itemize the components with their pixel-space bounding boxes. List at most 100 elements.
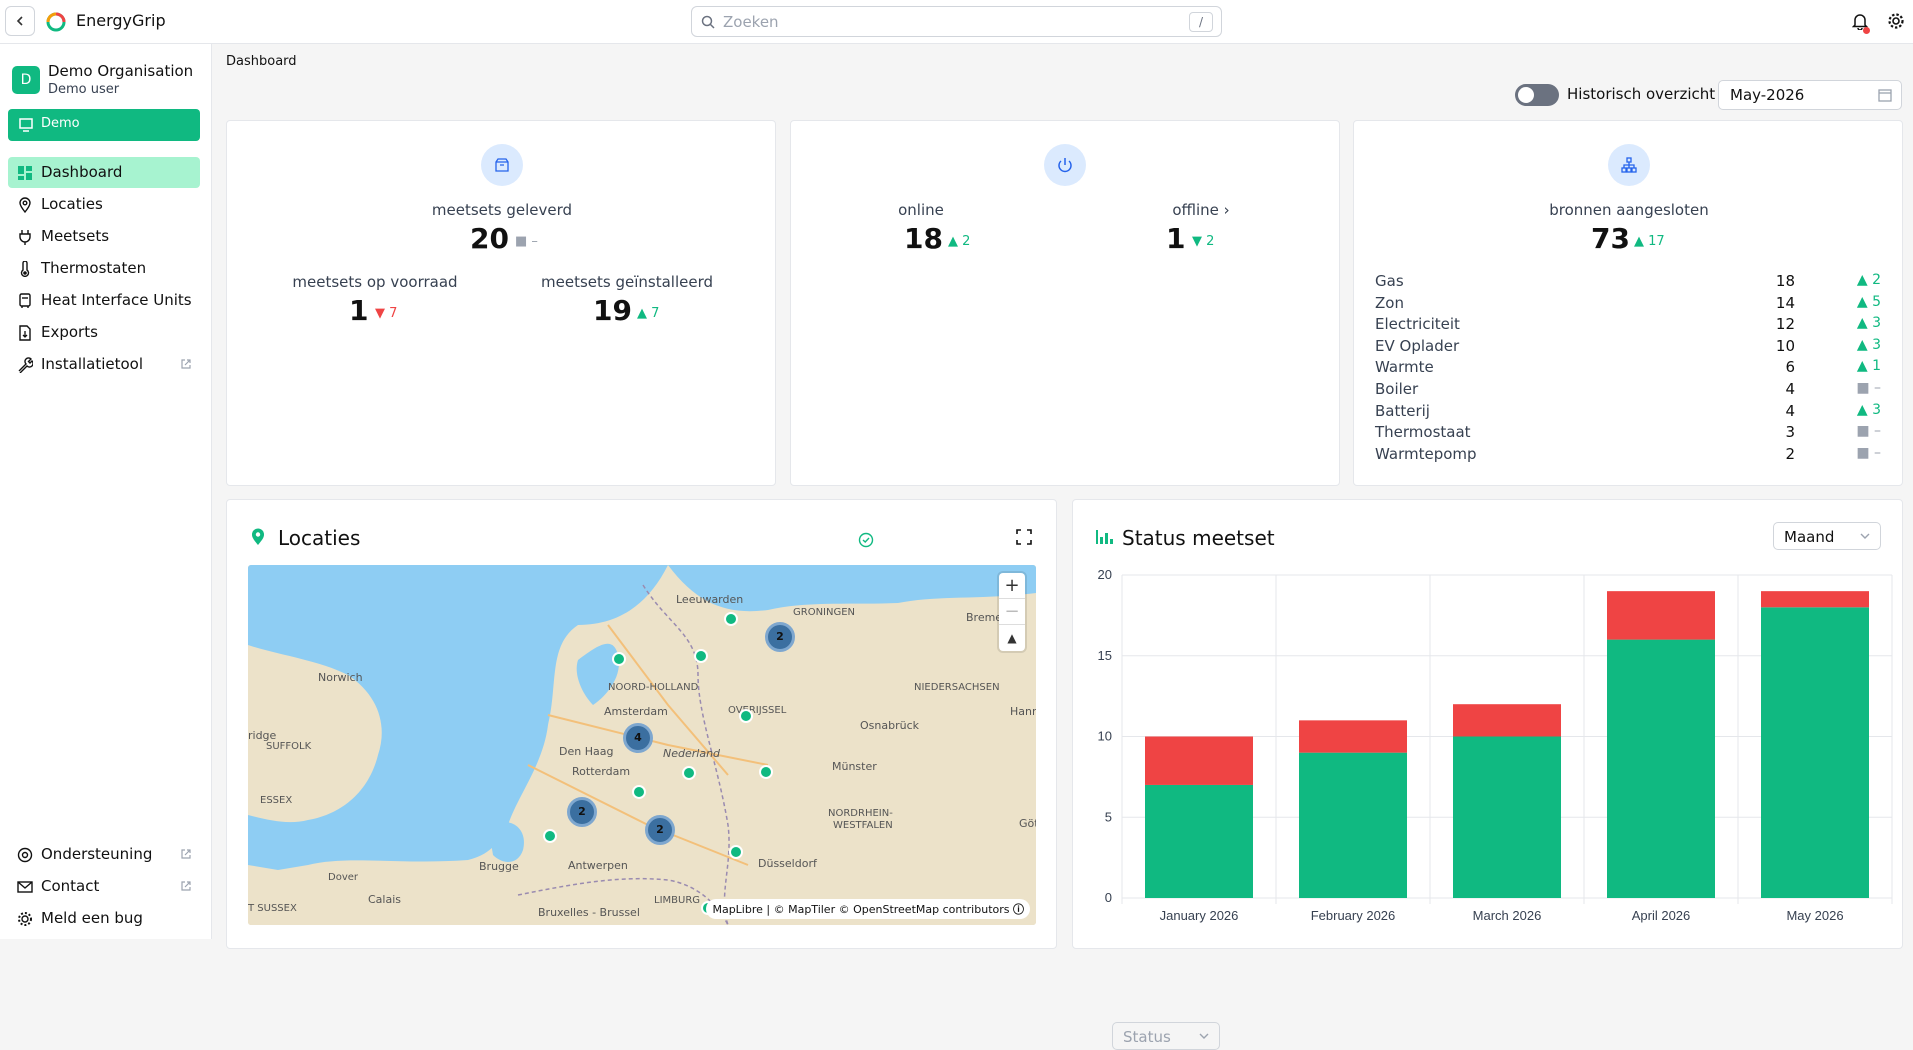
sources-label: bronnen aangesloten — [1549, 201, 1709, 219]
hiu-icon — [19, 293, 31, 308]
sidebar-item-contact[interactable]: Contact — [8, 871, 200, 902]
locaties-title: Locaties — [278, 526, 361, 550]
y-tick-label: 0 — [1105, 890, 1112, 905]
sidebar: D Demo Organisation Demo user Demo Dashb… — [0, 44, 212, 939]
map-label: Antwerpen — [568, 859, 628, 872]
map-pin-icon — [19, 197, 31, 213]
offline-link[interactable]: offline › — [1172, 201, 1230, 219]
stock-delta: ▼ 7 — [375, 306, 398, 321]
map-label: Bremen — [966, 611, 1010, 624]
x-tick-label: January 2026 — [1160, 908, 1239, 923]
status-select[interactable]: Status — [1112, 1022, 1220, 1050]
bug-icon — [18, 912, 32, 926]
search-input[interactable]: Zoeken / — [691, 6, 1222, 37]
demo-button[interactable]: Demo — [8, 109, 200, 141]
sidebar-item-locaties[interactable]: Locaties — [8, 189, 200, 220]
period-select[interactable]: Maand — [1773, 522, 1881, 550]
settings-button[interactable] — [1887, 12, 1905, 34]
source-name: Gas — [1375, 272, 1404, 290]
sidebar-item-label: Exports — [41, 323, 98, 341]
source-row: Electriciteit 12 ▲ 3 — [1375, 315, 1881, 336]
org-avatar[interactable]: D — [12, 66, 40, 94]
location-marker[interactable] — [632, 785, 646, 799]
sidebar-item-meld-een-bug[interactable]: Meld een bug — [8, 903, 200, 934]
zoom-in-button[interactable]: + — [999, 573, 1025, 599]
month-picker[interactable]: May-2026 — [1718, 80, 1902, 110]
sources-total: 73 — [1591, 222, 1630, 255]
app-name: EnergyGrip — [76, 11, 166, 30]
offline-value: 1 — [1166, 222, 1186, 255]
sidebar-item-dashboard[interactable]: Dashboard — [8, 157, 200, 188]
location-marker[interactable] — [612, 652, 626, 666]
map-label: Münster — [832, 760, 877, 773]
offline-delta: ▼ 2 — [1192, 234, 1215, 249]
sidebar-item-exports[interactable]: Exports — [8, 317, 200, 348]
source-name: Batterij — [1375, 401, 1430, 420]
location-cluster[interactable]: 4 — [623, 723, 653, 753]
location-cluster[interactable]: 2 — [567, 797, 597, 827]
source-delta: ■ – — [1856, 380, 1881, 396]
map-label: WESTFALEN — [833, 820, 893, 831]
location-cluster[interactable]: 2 — [645, 815, 675, 845]
source-row: Gas 18 ▲ 2 — [1375, 272, 1881, 293]
map-label: Rotterdam — [572, 765, 631, 778]
location-marker[interactable] — [682, 766, 696, 780]
sidebar-item-installatietool[interactable]: Installatietool — [8, 349, 200, 380]
bar-online — [1761, 607, 1869, 898]
sidebar-item-thermostaten[interactable]: Thermostaten — [8, 253, 200, 284]
source-delta: ▲ 3 — [1856, 315, 1881, 332]
location-marker[interactable] — [724, 612, 738, 626]
sidebar-item-meetsets[interactable]: Meetsets — [8, 221, 200, 252]
y-tick-label: 10 — [1098, 729, 1112, 744]
map-label: GRONINGEN — [793, 607, 856, 618]
external-link-icon — [181, 881, 191, 891]
chevron-down-icon — [1860, 533, 1870, 539]
compass-button[interactable]: ▲ — [1007, 631, 1017, 645]
bar-online — [1607, 639, 1715, 898]
notifications-button[interactable] — [1851, 12, 1870, 34]
sitemap-icon-circle — [1608, 144, 1650, 186]
location-marker[interactable] — [729, 845, 743, 859]
map-label: Brugge — [479, 860, 519, 873]
zoom-out-button[interactable]: − — [999, 599, 1025, 625]
sidebar-item-heat-interface-units[interactable]: Heat Interface Units — [8, 285, 200, 316]
top-bar: EnergyGrip Zoeken / — [0, 0, 1913, 44]
source-name: Warmte — [1375, 358, 1434, 377]
sidebar-item-label: Ondersteuning — [41, 845, 153, 863]
map-label: NORDRHEIN- — [828, 808, 893, 819]
org-name[interactable]: Demo Organisation — [48, 62, 194, 80]
toggle-knob — [1518, 87, 1534, 103]
sidebar-item-ondersteuning[interactable]: Ondersteuning — [8, 839, 200, 870]
external-link-icon — [181, 849, 191, 859]
source-count: 14 — [1775, 293, 1795, 312]
calendar-icon — [1878, 89, 1892, 102]
map-controls: + − ▲ — [999, 573, 1025, 651]
location-marker[interactable] — [694, 649, 708, 663]
bar-offline — [1453, 704, 1561, 737]
back-button[interactable] — [5, 6, 35, 36]
status-chart: 0 5 10 15 20 January 2026 February 2026 March 2… — [1098, 567, 1893, 923]
source-row: EV Oplader 10 ▲ 3 — [1375, 337, 1881, 358]
sidebar-item-label: Locaties — [41, 195, 103, 213]
source-row: Thermostaat 3 ■ – — [1375, 423, 1881, 444]
source-count: 10 — [1775, 336, 1795, 355]
org-user: Demo user — [48, 82, 120, 97]
map-label: Göt — [1019, 817, 1036, 830]
map-label: ridge — [248, 729, 277, 742]
card-meetsets: meetsets geleverd 20 ■ – meetsets op voo… — [226, 120, 776, 486]
locations-map[interactable]: Leeuwarden GRONINGEN Bremen Norwich NOOR… — [248, 565, 1036, 925]
location-marker[interactable] — [759, 765, 773, 779]
source-count: 18 — [1775, 272, 1795, 290]
map-label: Leeuwarden — [676, 593, 744, 606]
location-marker[interactable] — [543, 829, 557, 843]
location-cluster[interactable]: 2 — [765, 622, 795, 652]
historic-toggle[interactable] — [1515, 84, 1559, 106]
info-icon[interactable]: ⓘ — [1013, 903, 1024, 916]
y-tick-label: 20 — [1098, 567, 1112, 582]
location-marker[interactable] — [739, 709, 753, 723]
source-name: Electriciteit — [1375, 315, 1460, 334]
fullscreen-icon[interactable] — [1015, 528, 1033, 546]
map-label: NOORD-HOLLAND — [608, 682, 699, 693]
search-placeholder: Zoeken — [723, 13, 779, 31]
check-circle-icon[interactable] — [858, 532, 874, 548]
